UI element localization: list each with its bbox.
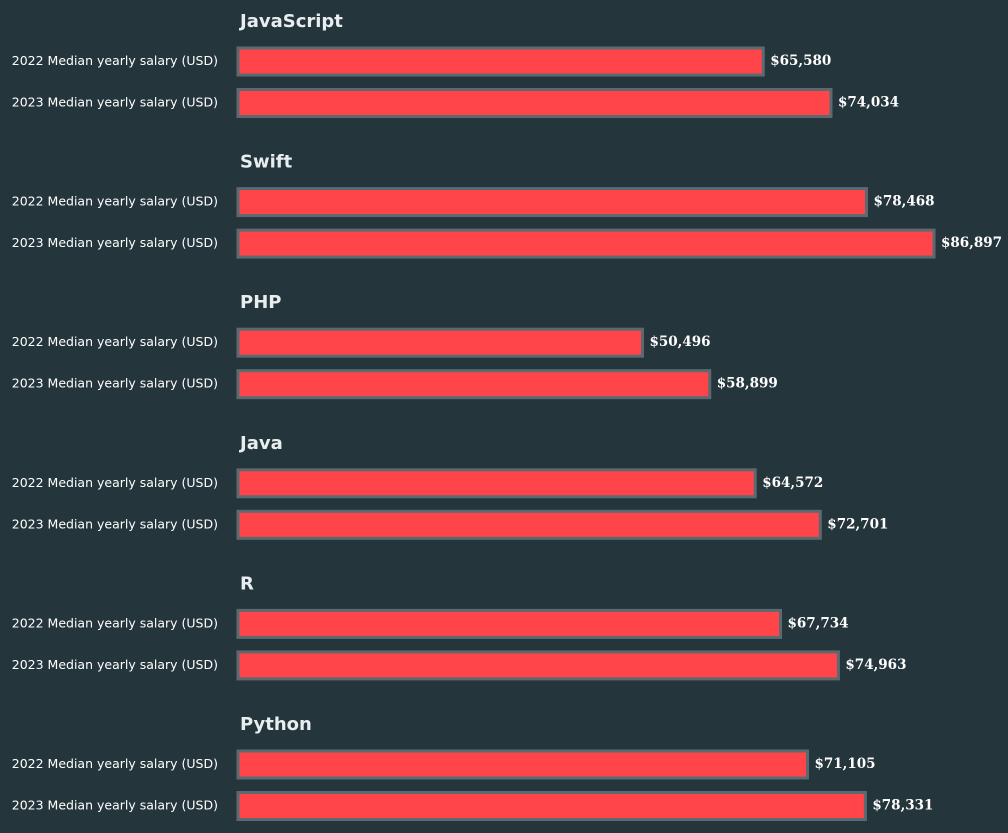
series-label: 2023 Median yearly salary (USD) [12, 516, 218, 531]
value-label: $50,496 [649, 334, 710, 350]
group-title-r: R [240, 573, 254, 594]
value-label: $67,734 [788, 615, 849, 631]
bar-javascript-2023 [236, 88, 833, 118]
value-label: $78,331 [872, 798, 933, 814]
series-label: 2022 Median yearly salary (USD) [12, 615, 218, 630]
series-label: 2022 Median yearly salary (USD) [12, 475, 218, 490]
bar-swift-2023 [236, 228, 936, 259]
series-label: 2023 Median yearly salary (USD) [12, 235, 218, 250]
series-label: 2022 Median yearly salary (USD) [12, 756, 218, 771]
series-label: 2022 Median yearly salary (USD) [12, 53, 218, 68]
bar-java-2022 [236, 468, 757, 499]
bar-python-2022 [236, 749, 810, 780]
value-label: $65,580 [770, 53, 831, 69]
group-title-swift: Swift [240, 152, 293, 173]
group-title-php: PHP [240, 292, 281, 313]
series-label: 2023 Median yearly salary (USD) [12, 95, 218, 110]
value-label: $86,897 [941, 235, 1002, 251]
bar-python-2023 [236, 791, 867, 821]
value-label: $74,034 [838, 95, 899, 111]
series-label: 2023 Median yearly salary (USD) [12, 376, 218, 391]
bar-r-2023 [236, 650, 840, 681]
series-label: 2023 Median yearly salary (USD) [12, 798, 218, 813]
series-label: 2022 Median yearly salary (USD) [12, 334, 218, 349]
value-label: $64,572 [762, 475, 823, 491]
bar-php-2022 [236, 327, 644, 358]
value-label: $72,701 [827, 516, 888, 532]
bar-php-2023 [236, 369, 712, 400]
bar-swift-2022 [236, 187, 868, 218]
group-title-python: Python [240, 714, 312, 735]
value-label: $74,963 [845, 657, 906, 673]
bar-javascript-2022 [236, 46, 765, 77]
group-title-java: Java [238, 433, 283, 454]
bar-r-2022 [236, 608, 783, 639]
bar-java-2023 [236, 509, 822, 540]
value-label: $71,105 [815, 756, 876, 772]
value-label: $78,468 [873, 194, 934, 210]
series-label: 2023 Median yearly salary (USD) [12, 657, 218, 672]
group-title-javascript: JavaScript [238, 11, 343, 32]
value-label: $58,899 [717, 376, 778, 392]
series-label: 2022 Median yearly salary (USD) [12, 194, 218, 209]
